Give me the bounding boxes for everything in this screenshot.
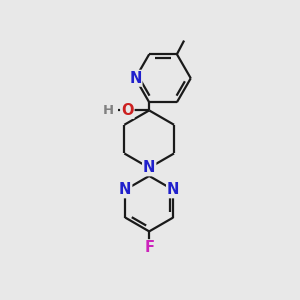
Text: O: O [121,103,134,118]
Text: H: H [103,104,114,117]
Text: F: F [144,240,154,255]
Text: N: N [129,71,142,86]
Text: N: N [143,160,155,175]
Text: N: N [119,182,131,197]
Text: N: N [167,182,179,197]
